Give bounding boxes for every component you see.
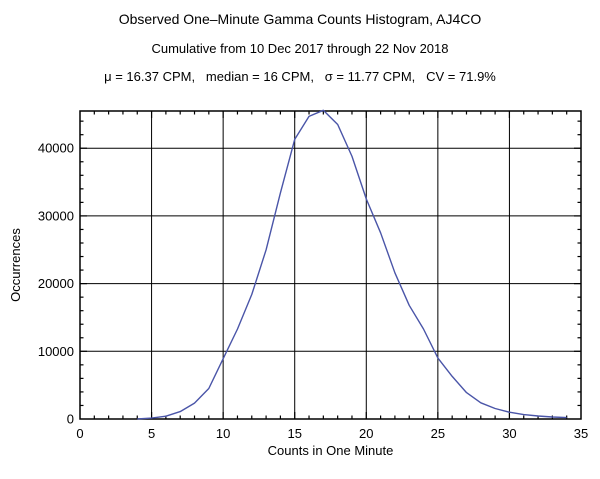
- gridlines: [80, 111, 581, 419]
- x-tick-label: 20: [359, 426, 373, 441]
- y-tick-label: 0: [67, 412, 74, 427]
- histogram-curve: [137, 109, 567, 420]
- chart-subtitle: Cumulative from 10 Dec 2017 through 22 N…: [151, 41, 449, 56]
- y-tick-label: 20000: [38, 276, 74, 291]
- chart-stats-line: μ = 16.37 CPM, median = 16 CPM, σ = 11.7…: [104, 69, 496, 84]
- y-tick-label: 10000: [38, 344, 74, 359]
- y-axis-label: Occurrences: [8, 228, 23, 302]
- plot-frame: [79, 110, 582, 420]
- axis-ticks: [80, 111, 581, 419]
- chart-title: Observed One–Minute Gamma Counts Histogr…: [118, 11, 482, 27]
- x-tick-label: 5: [148, 426, 155, 441]
- tick-labels: 0 5 10 15 20 25 30 35 0 10000 20000 30000 40000: [38, 141, 588, 441]
- y-tick-label: 30000: [38, 208, 74, 223]
- x-tick-label: 25: [431, 426, 445, 441]
- x-tick-label: 0: [76, 426, 83, 441]
- x-tick-label: 35: [574, 426, 588, 441]
- x-axis-label: Counts in One Minute: [267, 443, 394, 458]
- x-tick-label: 10: [216, 426, 230, 441]
- y-tick-label: 40000: [38, 141, 74, 156]
- x-tick-label: 30: [502, 426, 516, 441]
- x-tick-label: 15: [287, 426, 301, 441]
